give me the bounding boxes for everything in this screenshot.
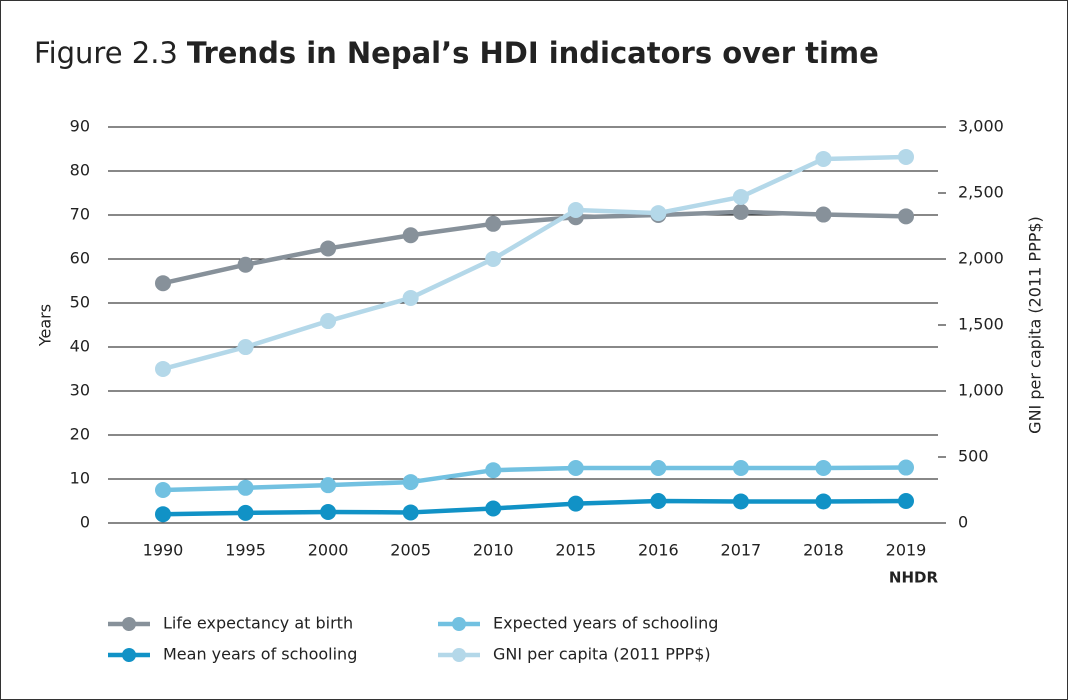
title-prefix: Figure 2.3 — [34, 36, 178, 70]
data-point — [320, 477, 337, 494]
data-point — [898, 459, 914, 476]
y2-tick-label: 2,000 — [958, 249, 1004, 268]
x-tick-label: 2005 — [390, 541, 431, 560]
y-tick-label: 80 — [70, 161, 90, 180]
data-point — [650, 493, 667, 509]
data-point — [320, 313, 337, 330]
legend-label: Life expectancy at birth — [163, 614, 353, 633]
y-tick-label: 20 — [70, 425, 90, 444]
y-tick-label: 30 — [70, 381, 90, 400]
data-point — [402, 227, 419, 244]
y2-tick-label: 2,500 — [958, 183, 1004, 202]
legend-marker — [122, 648, 136, 662]
x-tick-label: 2017 — [721, 541, 762, 560]
data-point — [815, 460, 832, 476]
x-tick-label: 2015 — [555, 541, 596, 560]
data-point — [320, 504, 337, 520]
data-point — [732, 493, 749, 510]
y2-tick-label: 500 — [958, 447, 989, 466]
legend-label: GNI per capita (2011 PPP$) — [493, 645, 711, 664]
data-point — [402, 504, 419, 521]
series-line — [162, 465, 907, 493]
data-point — [155, 506, 171, 523]
data-point — [402, 474, 419, 491]
data-point — [898, 148, 914, 165]
data-point — [815, 150, 832, 167]
data-point — [237, 504, 254, 521]
data-point — [898, 493, 914, 509]
series-line — [162, 209, 907, 286]
data-point — [567, 460, 584, 476]
data-point — [732, 203, 749, 220]
y2-tick-label: 1,500 — [958, 315, 1004, 334]
data-point — [650, 205, 667, 222]
data-point — [155, 275, 171, 292]
y2-tick-label: 0 — [958, 513, 968, 532]
y-tick-label: 0 — [80, 513, 90, 532]
data-point — [815, 493, 832, 510]
data-point — [485, 215, 502, 232]
y-axis-label: Years — [36, 304, 55, 347]
data-point — [567, 495, 584, 512]
x-tick-label: 2016 — [638, 541, 679, 560]
y-tick-label: 60 — [70, 249, 90, 268]
x-tick-label: 1995 — [225, 541, 266, 560]
data-point — [155, 360, 171, 377]
y2-tick-label: 3,000 — [958, 117, 1004, 136]
x-tick-label: 2019 — [886, 541, 927, 560]
data-point — [485, 462, 502, 479]
x-tick-label: 2018 — [803, 541, 844, 560]
data-point — [237, 339, 254, 356]
data-point — [485, 251, 502, 267]
data-point — [815, 206, 832, 223]
x-note: NHDR — [889, 569, 939, 587]
x-tick-label: 2010 — [473, 541, 514, 560]
y-tick-label: 40 — [70, 337, 90, 356]
data-point — [320, 240, 337, 257]
data-point — [237, 256, 254, 273]
data-point — [485, 500, 502, 517]
x-tick-label: 2000 — [308, 541, 349, 560]
legend-label: Mean years of schooling — [163, 645, 357, 664]
data-point — [237, 479, 254, 496]
data-point — [650, 460, 667, 476]
legend-marker — [452, 648, 466, 662]
y2-axis-label: GNI per capita (2011 PPP$) — [1026, 216, 1045, 434]
data-point — [155, 482, 171, 498]
data-point — [567, 202, 584, 219]
legend-label: Expected years of schooling — [493, 614, 718, 633]
data-point — [732, 460, 749, 476]
y2-tick-label: 1,000 — [958, 381, 1004, 400]
chart-title: Figure 2.3 Trends in Nepal’s HDI indicato… — [34, 36, 879, 70]
legend-marker — [122, 617, 136, 631]
data-point — [402, 289, 419, 306]
data-point — [898, 208, 914, 225]
y-tick-label: 50 — [70, 293, 90, 312]
x-tick-label: 1990 — [143, 541, 184, 560]
series-line — [162, 154, 907, 372]
y-tick-label: 90 — [70, 117, 90, 136]
data-point — [732, 188, 749, 205]
legend-marker — [452, 617, 466, 631]
y-tick-label: 70 — [70, 205, 90, 224]
series-line — [162, 498, 907, 517]
title-main: Trends in Nepal’s HDI indicators over ti… — [187, 36, 879, 70]
y-tick-label: 10 — [70, 469, 90, 488]
